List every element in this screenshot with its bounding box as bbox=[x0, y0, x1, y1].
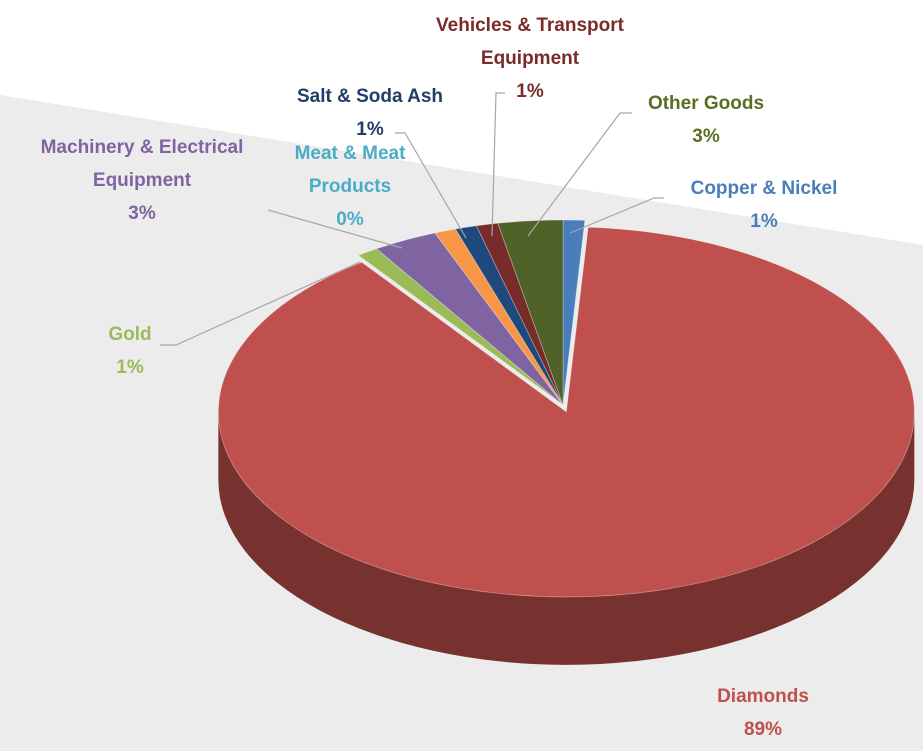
category-name: Vehicles & Transport Equipment bbox=[436, 15, 624, 69]
slice-label: Other Goods 3% bbox=[616, 87, 796, 153]
slice-label: Gold 1% bbox=[70, 318, 190, 384]
leader-line bbox=[160, 261, 361, 346]
slice-side bbox=[218, 411, 915, 665]
slice bbox=[375, 232, 564, 406]
leader-line bbox=[491, 92, 505, 237]
category-name: Copper & Nickel bbox=[690, 178, 838, 199]
slice-label: Machinery & Electrical Equipment 3% bbox=[7, 131, 277, 230]
leader-line bbox=[395, 132, 467, 239]
category-name: Other Goods bbox=[647, 93, 765, 114]
slice bbox=[497, 219, 564, 406]
value-label: 1% bbox=[516, 81, 544, 102]
slice-label: Copper & Nickel 1% bbox=[654, 172, 874, 238]
leader-line bbox=[569, 197, 664, 234]
value-label: 1% bbox=[356, 119, 384, 140]
category-name: Gold bbox=[108, 324, 152, 345]
value-label: 89% bbox=[743, 719, 783, 740]
slices bbox=[217, 219, 915, 665]
leader-line bbox=[267, 209, 403, 249]
slice bbox=[217, 226, 915, 598]
slice-label: Vehicles & Transport Equipment 1% bbox=[405, 9, 655, 108]
category-name: Diamonds bbox=[717, 686, 809, 707]
slice-label: Diamonds 89% bbox=[663, 680, 863, 746]
slice bbox=[434, 228, 564, 406]
leader-line bbox=[527, 112, 632, 237]
slice-label: Meat & Meat Products 0% bbox=[270, 137, 430, 236]
category-name: Salt & Soda Ash bbox=[296, 86, 444, 107]
value-label: 0% bbox=[336, 209, 364, 230]
slice bbox=[475, 222, 564, 406]
value-label: 3% bbox=[128, 203, 156, 224]
slice bbox=[357, 248, 564, 406]
category-name: Meat & Meat Products bbox=[294, 143, 406, 197]
value-label: 1% bbox=[750, 211, 778, 232]
value-label: 1% bbox=[116, 357, 144, 378]
slice bbox=[562, 219, 586, 406]
value-label: 3% bbox=[692, 126, 720, 147]
slice-label: Salt & Soda Ash 1% bbox=[270, 80, 470, 146]
slice bbox=[454, 225, 564, 406]
category-name: Machinery & Electrical Equipment bbox=[40, 137, 244, 191]
